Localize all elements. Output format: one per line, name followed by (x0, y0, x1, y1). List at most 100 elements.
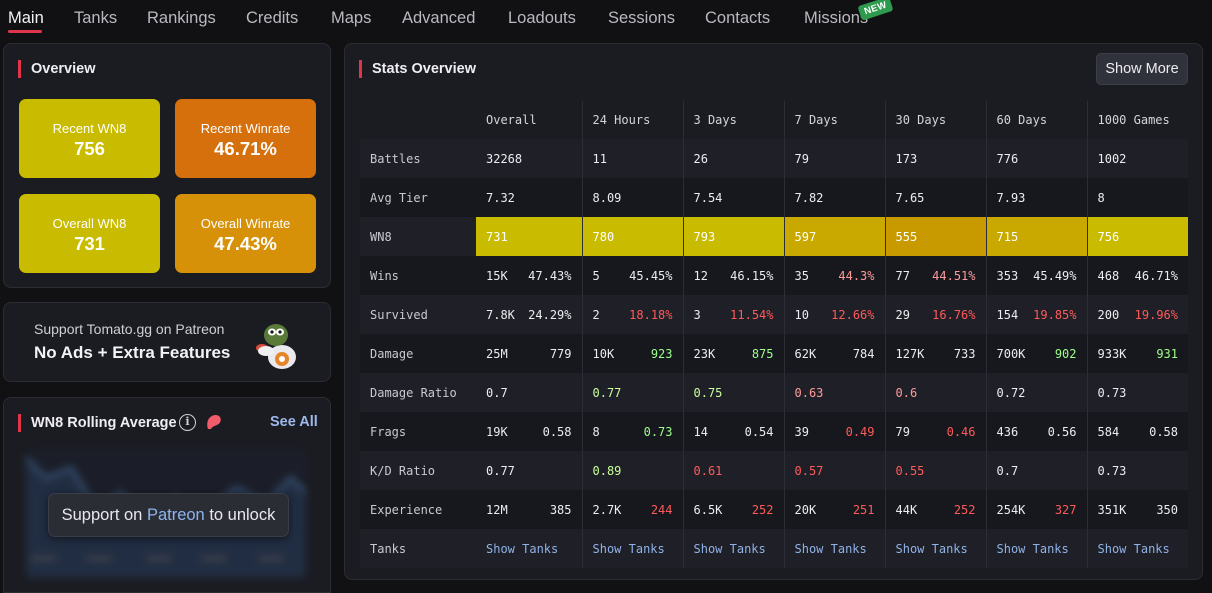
overview-card: Overview Recent WN8 756 Recent Winrate 4… (3, 43, 331, 288)
table-cell: 10K 923 (581, 334, 683, 373)
cell-split: 39 0.49 (795, 425, 875, 439)
show-more-button[interactable]: Show More (1096, 53, 1188, 85)
table-cell: 32268 (476, 139, 582, 178)
show-tanks-link[interactable]: Show Tanks (1086, 529, 1188, 568)
table-cell: 933K 931 (1086, 334, 1188, 373)
table-cell: 29 16.76% (884, 295, 986, 334)
cell-primary: 10 (794, 307, 809, 322)
see-all-link[interactable]: See All (270, 414, 318, 430)
cell-secondary: 0.49 (845, 424, 875, 439)
table-cell: 780 (581, 217, 683, 256)
table-cell: 0.89 (581, 451, 683, 490)
tab-sessions[interactable]: Sessions (608, 9, 675, 27)
table-row-wn8: WN8 731 780 793 597 555 715 756 (360, 217, 1188, 256)
cell-split: 10K 923 (593, 347, 673, 361)
cell-secondary: 18.18% (629, 307, 673, 322)
table-cell: 1002 (1086, 139, 1188, 178)
tile-value: 47.43% (214, 233, 277, 254)
tile-value: 731 (74, 233, 105, 254)
cell-secondary: 0.46 (946, 424, 976, 439)
table-cell: 7.65 (884, 178, 986, 217)
cell-split: 10 12.66% (795, 308, 875, 322)
active-tab-indicator (8, 30, 42, 33)
tile-value: 756 (74, 138, 105, 159)
cell-secondary: 0.58 (542, 424, 572, 439)
table-cell: 0.7 (985, 451, 1087, 490)
cell-split: 351K 350 (1098, 503, 1179, 517)
cell-primary: 933K (1097, 346, 1127, 361)
cell-primary: 154 (996, 307, 1019, 322)
show-tanks-link[interactable]: Show Tanks (985, 529, 1087, 568)
cell-split: 353 45.49% (997, 269, 1077, 283)
patreon-promo-card[interactable]: Support Tomato.gg on Patreon No Ads + Ex… (3, 302, 331, 382)
cell-secondary: 44.51% (932, 268, 976, 283)
tab-main[interactable]: Main (8, 9, 44, 27)
column-header: 60 Days (985, 101, 1087, 139)
cell-split: 29 16.76% (896, 308, 976, 322)
patreon-link[interactable]: Patreon (146, 506, 205, 524)
stats-table: Overall 24 Hours 3 Days 7 Days 30 Days 6… (360, 101, 1188, 568)
table-cell: 35 44.3% (783, 256, 885, 295)
table-cell: 731 (476, 217, 582, 256)
cell-primary: 19K (486, 424, 508, 439)
tile-value: 46.71% (214, 138, 277, 159)
show-tanks-link[interactable]: Show Tanks (884, 529, 986, 568)
table-cell: 793 (682, 217, 784, 256)
table-row-damage: Damage 25M 779 10K 923 23K 875 62K 784 127K 733 700… (360, 334, 1188, 373)
table-header-row: Overall 24 Hours 3 Days 7 Days 30 Days 6… (360, 101, 1188, 139)
table-row-battles: Battles 32268 11 26 79 173 776 1002 (360, 139, 1188, 178)
tab-missions[interactable]: Missions (804, 9, 869, 27)
tile-label: Recent Winrate (200, 121, 291, 136)
table-cell: 353 45.49% (985, 256, 1087, 295)
cell-secondary: 16.76% (932, 307, 976, 322)
cell-split: 19K 0.58 (486, 425, 572, 439)
table-cell: 2.7K 244 (581, 490, 683, 529)
tab-advanced[interactable]: Advanced (402, 9, 476, 27)
tab-loadouts[interactable]: Loadouts (508, 9, 576, 27)
cell-secondary: 0.58 (1149, 424, 1178, 439)
show-tanks-link[interactable]: Show Tanks (783, 529, 885, 568)
cell-secondary: 784 (852, 346, 875, 361)
table-cell: 200 19.96% (1086, 295, 1188, 334)
cell-primary: 7.8K (486, 307, 515, 322)
table-cell: 0.63 (783, 373, 885, 412)
cell-primary: 23K (693, 346, 716, 361)
table-cell: 715 (985, 217, 1087, 256)
cell-primary: 6.5K (693, 502, 723, 517)
table-cell: 44K 252 (884, 490, 986, 529)
table-cell: 584 0.58 (1086, 412, 1188, 451)
tab-credits[interactable]: Credits (246, 9, 299, 27)
cell-secondary: 19.96% (1134, 307, 1178, 322)
cell-secondary: 733 (953, 346, 976, 361)
tab-contacts[interactable]: Contacts (705, 9, 771, 27)
table-cell: 254K 327 (985, 490, 1087, 529)
cell-secondary: 12.66% (831, 307, 875, 322)
tab-tanks[interactable]: Tanks (74, 9, 118, 27)
cell-primary: 436 (996, 424, 1019, 439)
recent-winrate-tile: Recent Winrate 46.71% (175, 99, 316, 178)
info-icon[interactable]: i (179, 414, 196, 431)
show-tanks-link[interactable]: Show Tanks (581, 529, 683, 568)
cell-primary: 39 (794, 424, 809, 439)
table-cell: 25M 779 (476, 334, 582, 373)
cell-split: 20K 251 (795, 503, 875, 517)
cell-primary: 77 (895, 268, 910, 283)
cell-secondary: 11.54% (730, 307, 774, 322)
cell-primary: 2 (592, 307, 600, 322)
table-cell: 7.8K 24.29% (476, 295, 582, 334)
cell-split: 468 46.71% (1098, 269, 1179, 283)
tab-maps[interactable]: Maps (331, 9, 372, 27)
cell-primary: 584 (1097, 424, 1120, 439)
table-row-survived: Survived 7.8K 24.29% 2 18.18% 3 11.54% 10 12.66%… (360, 295, 1188, 334)
table-cell: 700K 902 (985, 334, 1087, 373)
table-cell: 3 11.54% (682, 295, 784, 334)
header-empty (360, 101, 476, 139)
cell-primary: 12 (693, 268, 708, 283)
row-label: K/D Ratio (360, 451, 476, 490)
show-tanks-link[interactable]: Show Tanks (476, 529, 582, 568)
cell-primary: 44K (895, 502, 918, 517)
table-cell: 154 19.85% (985, 295, 1087, 334)
tab-rankings[interactable]: Rankings (147, 9, 216, 27)
show-tanks-link[interactable]: Show Tanks (682, 529, 784, 568)
table-cell: 0.73 (1086, 451, 1188, 490)
